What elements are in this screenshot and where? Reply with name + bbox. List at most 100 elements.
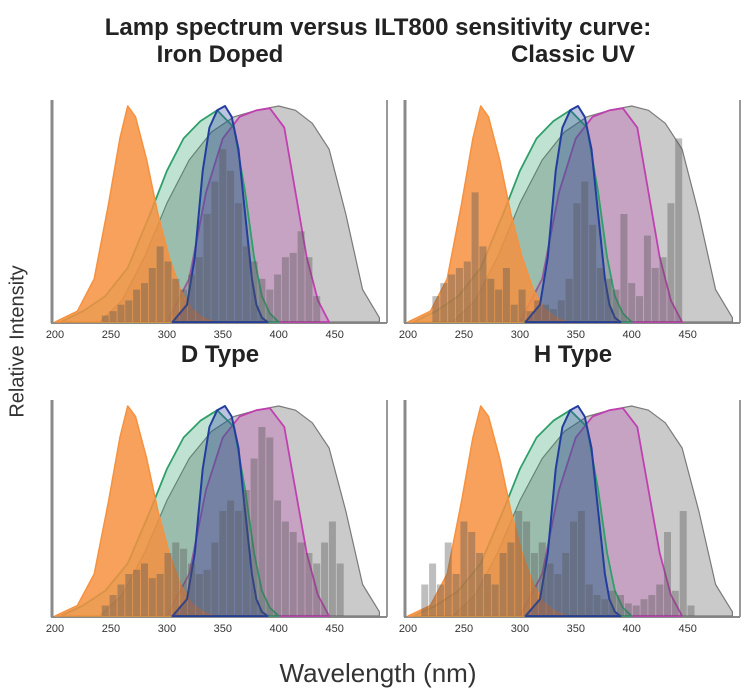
x-tick-label: 250 [455, 623, 473, 635]
spectrum-bar [321, 542, 329, 616]
spectrum-bar [266, 289, 274, 322]
spectrum-bar [448, 274, 456, 322]
spectrum-bar [234, 203, 242, 322]
x-tick-label: 450 [326, 623, 344, 635]
spectrum-bar [328, 521, 336, 616]
spectrum-bar [664, 532, 671, 616]
spectrum-bar [573, 203, 581, 322]
spectrum-bar [141, 283, 148, 322]
spectrum-bar [234, 511, 242, 616]
spectrum-bar [518, 289, 526, 322]
spectrum-bar [242, 490, 250, 616]
spectrum-bar [141, 563, 148, 616]
spectrum-bar [510, 304, 518, 322]
spectrum-bar [274, 274, 282, 322]
spectrum-bar [148, 268, 156, 322]
spectrum-bar [643, 235, 651, 322]
spectrum-bar [211, 181, 219, 322]
spectrum-bar [624, 603, 632, 616]
spectrum-bar [502, 268, 510, 322]
spectrum-bar [671, 590, 679, 616]
x-axis-label: Wavelength (nm) [279, 658, 477, 688]
spectrum-bar [219, 149, 227, 322]
spectrum-bar [242, 246, 250, 322]
x-tick-label: 400 [270, 329, 288, 341]
spectrum-bar [530, 553, 538, 616]
spectrum-bar [557, 300, 565, 322]
spectrum-bar [628, 283, 636, 322]
x-tick-label: 200 [46, 329, 64, 341]
spectrum-bar [542, 304, 550, 322]
x-tick-label: 200 [399, 623, 417, 635]
x-tick-label: 250 [102, 329, 120, 341]
spectrum-bar [515, 511, 523, 616]
spectrum-bar [468, 532, 476, 616]
spectrum-bar [156, 574, 164, 616]
spectrum-bar [109, 595, 117, 616]
orange-curve [407, 405, 568, 617]
spectrum-bar [463, 261, 471, 322]
spectrum-bar [495, 289, 503, 322]
spectrum-bar [125, 300, 133, 322]
blue-curve [524, 105, 622, 323]
spectrum-bar [180, 548, 188, 616]
panel-classic-uv: Classic UV 200 250 300 350 400 450 [399, 41, 741, 341]
spectrum-bar [476, 553, 484, 616]
spectrum-bar [133, 569, 141, 616]
panel-iron-doped: Iron Doped 200 250 300 350 400 450 [46, 41, 388, 341]
panel-d-type: D Type 200 250 300 350 400 450 [46, 341, 388, 635]
spectrum-bar [636, 296, 643, 322]
spectrum-bar [336, 563, 344, 616]
spectrum-bar [195, 574, 203, 616]
spectrum-bar [523, 521, 531, 616]
spectrum-bar [432, 296, 440, 322]
spectrum-bar [483, 574, 491, 616]
spectrum-bar [227, 500, 235, 616]
spectrum-bar [258, 427, 266, 616]
chart-title: Lamp spectrum versus ILT800 sensitivity … [104, 14, 652, 41]
spectrum-bar [589, 224, 597, 322]
spectrum-bar [156, 246, 164, 322]
spectrum-bar [281, 257, 289, 322]
spectrum-bar [436, 584, 444, 616]
spectrum-bar [460, 521, 468, 616]
spectrum-bar [101, 605, 109, 616]
spectrum-bar [440, 283, 448, 322]
spectrum-bar [211, 542, 219, 616]
spectrum-bar [429, 563, 437, 616]
spectrum-bar [109, 311, 117, 322]
orange-curve [407, 105, 568, 323]
spectrum-bar [266, 437, 274, 616]
spectrum-bar [526, 311, 534, 322]
spectrum-bar [570, 521, 577, 616]
spectrum-bar [421, 584, 429, 616]
spectrum-bar [609, 590, 617, 616]
blue-curve [171, 105, 269, 323]
spectrum-bar [250, 261, 258, 322]
spectrum-bar [507, 542, 515, 616]
panel-title: H Type [534, 341, 612, 368]
spectrum-bar [659, 257, 667, 322]
spectrum-bar [596, 268, 604, 322]
spectrum-bar [172, 278, 180, 322]
spectrum-bar [491, 584, 499, 616]
spectrum-bar [117, 584, 125, 616]
spectrum-bar [499, 553, 507, 616]
spectrum-bar [258, 278, 266, 322]
spectrum-bar [117, 304, 125, 322]
spectrum-bar [101, 315, 109, 322]
spectrum-bar [546, 563, 554, 616]
panel-title: D Type [181, 341, 259, 368]
spectrum-bar [471, 192, 479, 322]
orange-curve [54, 105, 215, 323]
spectrum-bar [164, 261, 172, 322]
spectrum-bar [554, 574, 562, 616]
x-tick-label: 300 [158, 623, 176, 635]
panel-title: Iron Doped [157, 41, 284, 68]
spectrum-bar [648, 595, 656, 616]
x-tick-label: 200 [46, 623, 64, 635]
spectrum-bar [219, 511, 227, 616]
spectrum-bar [305, 553, 313, 616]
spectrum-bar [565, 278, 573, 322]
spectrum-bar [581, 181, 589, 322]
